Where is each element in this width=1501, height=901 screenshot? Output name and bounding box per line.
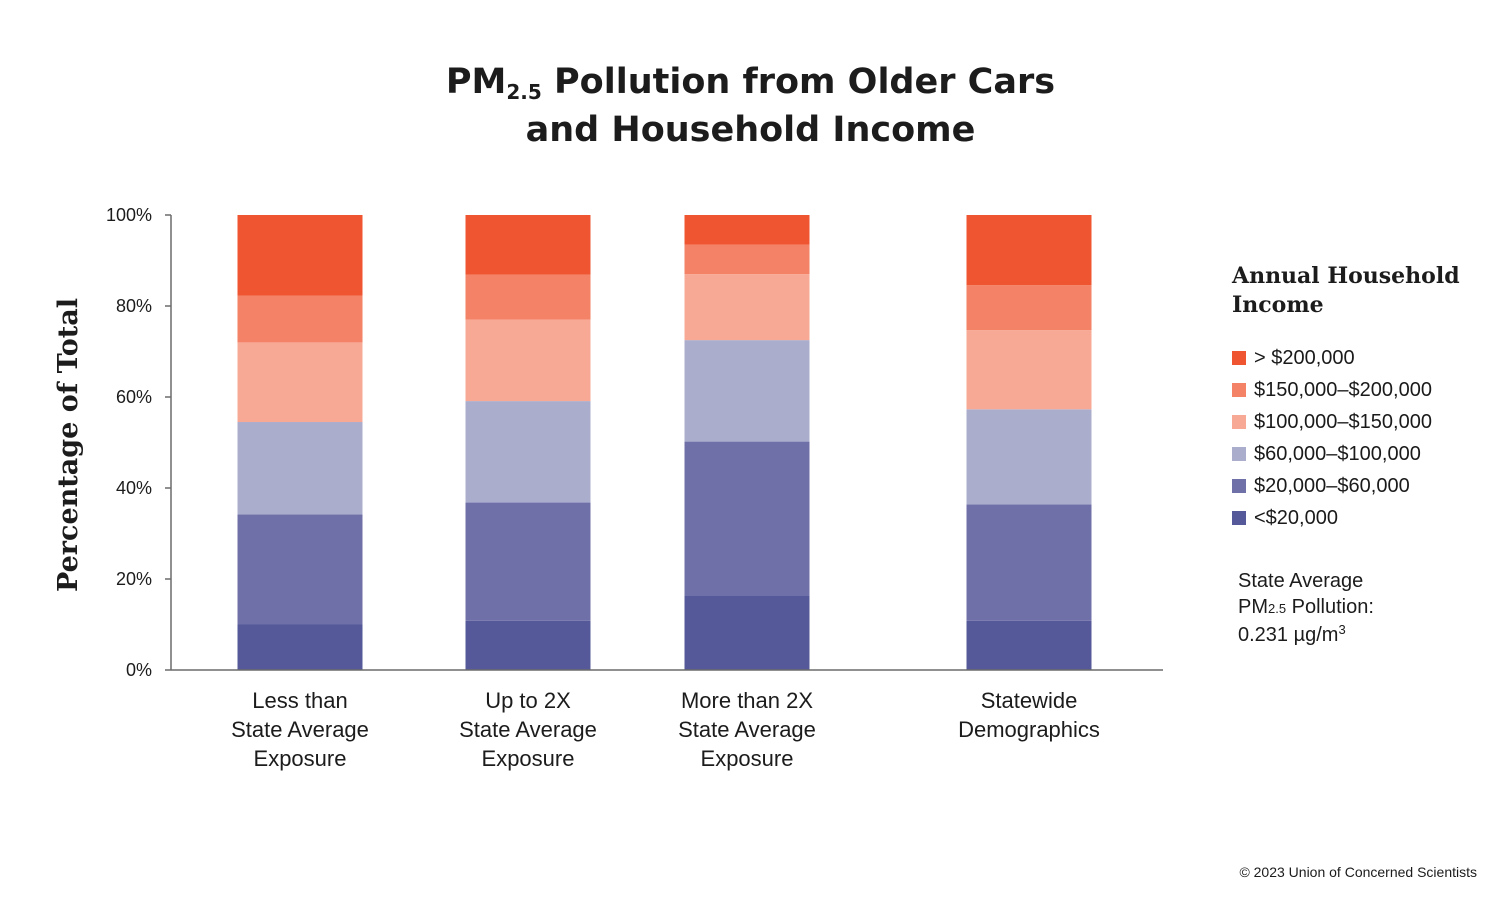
y-tick-label-0: 0% bbox=[126, 660, 152, 680]
bar-segment-1-3 bbox=[465, 319, 591, 402]
bar-segment-0-4 bbox=[237, 295, 363, 343]
bar-segment-2-3 bbox=[684, 274, 810, 341]
note-line1: State Average bbox=[1238, 570, 1364, 592]
category-label-2-line-0: More than 2X bbox=[681, 688, 813, 713]
bar-segment-0-3 bbox=[237, 342, 363, 423]
y-tick-label-5: 100% bbox=[106, 205, 152, 225]
chart-title: PM2.5 Pollution from Older Cars and Hous… bbox=[0, 58, 1501, 154]
category-label-3-line-1: Demographics bbox=[958, 717, 1100, 742]
chart-title-line1: PM2.5 Pollution from Older Cars bbox=[445, 62, 1056, 104]
bar-segment-3-3 bbox=[966, 330, 1092, 410]
category-label-0-line-2: Exposure bbox=[254, 746, 347, 771]
category-label-0: Less than State Average Exposure bbox=[231, 688, 369, 771]
bar-segment-1-2 bbox=[465, 401, 591, 503]
note-line3: 0.231 µg/m3 bbox=[1238, 622, 1346, 646]
legend-swatch-5 bbox=[1232, 511, 1246, 525]
legend-item-5: <$20,000 bbox=[1232, 502, 1492, 534]
y-tick-label-4: 80% bbox=[116, 296, 152, 316]
y-axis-title: Percentage of Total bbox=[53, 298, 84, 592]
bar-segment-1-1 bbox=[465, 502, 591, 621]
category-label-0-line-1: State Average bbox=[231, 717, 369, 742]
bar-segment-1-5 bbox=[465, 215, 591, 275]
note-line2: PM2.5 Pollution: bbox=[1238, 596, 1374, 618]
bar-segment-1-4 bbox=[465, 274, 591, 320]
legend-title: Annual Household Income bbox=[1232, 263, 1460, 318]
legend-label-4: $20,000–$60,000 bbox=[1254, 474, 1410, 497]
category-label-1: Up to 2X State Average Exposure bbox=[459, 688, 597, 771]
bar-segment-2-2 bbox=[684, 340, 810, 442]
legend-item-2: $100,000–$150,000 bbox=[1232, 406, 1492, 438]
category-label-2-line-1: State Average bbox=[678, 717, 816, 742]
category-label-1-line-2: Exposure bbox=[482, 746, 575, 771]
bar-segment-0-2 bbox=[237, 422, 363, 515]
category-label-2-line-2: Exposure bbox=[701, 746, 794, 771]
bar-segment-2-1 bbox=[684, 441, 810, 596]
legend-item-1: $150,000–$200,000 bbox=[1232, 374, 1492, 406]
legend-label-0: > $200,000 bbox=[1254, 346, 1355, 369]
bar-segment-1-0 bbox=[465, 620, 591, 670]
legend-items: > $200,000 $150,000–$200,000 $100,000–$150… bbox=[1232, 342, 1492, 534]
legend-swatch-4 bbox=[1232, 479, 1246, 493]
legend-item-4: $20,000–$60,000 bbox=[1232, 470, 1492, 502]
legend-label-5: <$20,000 bbox=[1254, 506, 1338, 529]
legend-label-3: $60,000–$100,000 bbox=[1254, 442, 1421, 465]
legend-label-2: $100,000–$150,000 bbox=[1254, 410, 1432, 433]
chart-title-line2: and Household Income bbox=[525, 110, 976, 150]
category-label-2: More than 2X State Average Exposure bbox=[678, 688, 816, 771]
bar-segment-0-0 bbox=[237, 624, 363, 670]
bar-segment-0-1 bbox=[237, 514, 363, 625]
bar-segment-2-5 bbox=[684, 215, 810, 245]
y-tick-label-2: 40% bbox=[116, 478, 152, 498]
state-average-note: State Average PM2.5 Pollution: 0.231 µg/… bbox=[1238, 568, 1374, 648]
category-label-1-line-0: Up to 2X bbox=[485, 688, 571, 713]
legend: Annual Household Income > $200,000 $150,0… bbox=[1232, 262, 1492, 534]
legend-item-0: > $200,000 bbox=[1232, 342, 1492, 374]
bar-segment-2-0 bbox=[684, 595, 810, 670]
copyright: © 2023 Union of Concerned Scientists bbox=[1239, 864, 1477, 880]
bar-segment-3-0 bbox=[966, 620, 1092, 670]
category-label-3-line-0: Statewide bbox=[981, 688, 1078, 713]
bar-segment-3-5 bbox=[966, 215, 1092, 286]
category-label-0-line-0: Less than bbox=[252, 688, 347, 713]
y-tick-label-3: 60% bbox=[116, 387, 152, 407]
bar-segment-3-1 bbox=[966, 504, 1092, 621]
bar-segment-0-5 bbox=[237, 215, 363, 296]
legend-item-3: $60,000–$100,000 bbox=[1232, 438, 1492, 470]
legend-label-1: $150,000–$200,000 bbox=[1254, 378, 1432, 401]
legend-swatch-1 bbox=[1232, 383, 1246, 397]
y-tick-label-1: 20% bbox=[116, 569, 152, 589]
legend-swatch-3 bbox=[1232, 447, 1246, 461]
category-label-3: Statewide Demographics bbox=[958, 688, 1100, 742]
bar-segment-2-4 bbox=[684, 244, 810, 275]
bar-segment-3-4 bbox=[966, 285, 1092, 331]
bar-segment-3-2 bbox=[966, 409, 1092, 505]
legend-swatch-0 bbox=[1232, 351, 1246, 365]
legend-swatch-2 bbox=[1232, 415, 1246, 429]
category-label-1-line-1: State Average bbox=[459, 717, 597, 742]
